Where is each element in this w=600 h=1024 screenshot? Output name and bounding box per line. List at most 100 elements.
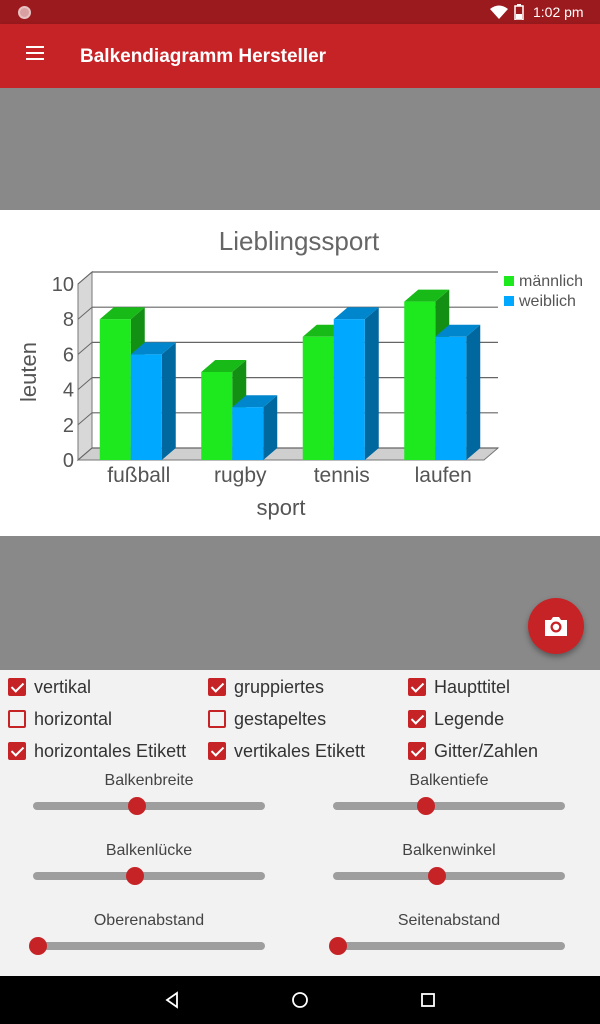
bar-weiblich-tennis [333,319,365,460]
checkbox-box[interactable] [8,710,26,728]
slider-track[interactable] [333,942,565,950]
app-title: Balkendiagramm Hersteller [80,46,327,67]
bar-chart: Lieblingssport 0 2 4 6 8 10 leuten sport fußball r… [16,226,583,520]
checkbox-label: Haupttitel [434,676,511,697]
slider-balkenlücke[interactable] [33,866,265,886]
bar-weiblich-laufen [435,336,467,460]
bar-männlich-tennis [302,336,334,460]
legend-swatch [504,276,514,286]
slider-balkenbreite[interactable] [33,796,265,816]
y-tick-label: 4 [63,380,74,402]
home-icon[interactable] [288,988,312,1012]
slider-track[interactable] [33,872,265,880]
back-icon[interactable] [160,988,184,1012]
chart-controls: vertikal gruppiertes Haupttitel horizontal g… [0,670,600,976]
app-bar: Balkendiagramm Hersteller [0,24,600,88]
slider-label: Balkenlücke [105,842,193,859]
slider-track[interactable] [33,802,265,810]
checkbox-vertikales-etikett[interactable]: vertikales Etikett [208,738,365,764]
checkbox-box[interactable] [8,678,26,696]
checkbox-label: Legende [434,708,505,729]
camera-icon [545,617,567,636]
checkbox-gruppiertes[interactable]: gruppiertes [208,674,324,700]
slider-thumb[interactable] [328,937,347,955]
bar-side [364,307,379,460]
checkbox-box[interactable] [408,678,426,696]
checkbox-legende[interactable]: Legende [408,706,504,732]
checkbox-gitter-zahlen[interactable]: Gitter/Zahlen [408,738,538,764]
checkbox-box[interactable] [208,742,226,760]
y-tick-label: 2 [63,415,74,437]
camera-button[interactable] [528,598,584,654]
checkbox-box[interactable] [208,710,226,728]
slider-balkentiefe[interactable] [333,796,565,816]
bar-männlich-rugby [201,372,233,460]
slider-label: Oberenabstand [93,912,205,929]
slider-track[interactable] [333,802,565,810]
checkbox-label: horizontal [34,708,113,729]
checkbox-horizontales-etikett[interactable]: horizontales Etikett [8,738,186,764]
slider-label: Balkenbreite [104,772,194,789]
checkbox-label: gestapeltes [234,708,327,729]
slider-label: Balkentiefe [409,772,489,789]
slider-thumb[interactable] [416,797,435,815]
y-tick-label: 0 [63,450,74,472]
legend-entry: männlich [519,273,583,290]
x-tick-label: tennis [314,464,370,487]
checkbox-haupttitel[interactable]: Haupttitel [408,674,510,700]
slider-label: Balkenwinkel [402,842,496,859]
grid-diag-0 [77,447,93,461]
bar-top [333,307,379,320]
grid-diag-2 [77,377,93,390]
slider-seitenabstand[interactable] [328,936,565,956]
bar-männlich-laufen [404,301,436,460]
checkbox-label: vertikales Etikett [234,740,366,761]
checkbox-label: horizontales Etikett [34,740,187,761]
bar-side [161,342,176,460]
checkbox-label: Gitter/Zahlen [434,740,539,761]
slider-thumb[interactable] [28,937,47,955]
checkbox-vertikal[interactable]: vertikal [8,674,91,700]
legend-swatch [504,296,514,306]
bar-männlich-fußball [99,319,131,460]
chart-title: Lieblingssport [219,226,380,256]
battery-icon [514,4,524,20]
x-tick-label: fußball [107,464,170,487]
slider-thumb[interactable] [126,867,145,885]
slider-thumb[interactable] [128,797,147,815]
slider-track[interactable] [33,942,265,950]
grid-diag-4 [77,306,93,320]
grid-diag-1 [77,412,93,426]
checkbox-horizontal[interactable]: horizontal [8,706,112,732]
chart-background-bottom [0,536,600,670]
navigation-bar [0,976,600,1024]
chart-background-top [0,88,600,210]
chart-side-wall [77,270,93,462]
slider-track[interactable] [333,872,565,880]
bar-top [404,289,450,302]
bar-weiblich-rugby [232,407,264,460]
bar-top [130,342,176,355]
status-bar: 1:02 pm [0,0,600,24]
bar-top [435,324,481,337]
notification-dot-icon [18,6,31,19]
recents-icon[interactable] [416,988,440,1012]
chart-area: Lieblingssport 0 2 4 6 8 10 leuten sport fußball r… [0,210,600,536]
bar-side [263,395,278,460]
hamburger-menu-icon[interactable] [26,46,46,66]
wifi-icon [490,5,508,19]
checkbox-label: vertikal [34,676,92,697]
x-tick-label: laufen [415,464,472,487]
checkbox-box[interactable] [408,710,426,728]
checkbox-gestapeltes[interactable]: gestapeltes [208,706,326,732]
checkbox-box[interactable] [208,678,226,696]
slider-thumb[interactable] [428,867,447,885]
y-axis-label: leuten [16,342,41,402]
checkbox-box[interactable] [408,742,426,760]
slider-label: Seitenabstand [397,912,501,929]
bar-top [232,395,278,408]
y-tick-label: 6 [63,344,74,366]
slider-balkenwinkel[interactable] [333,866,565,886]
checkbox-box[interactable] [8,742,26,760]
slider-oberenabstand[interactable] [28,936,265,956]
